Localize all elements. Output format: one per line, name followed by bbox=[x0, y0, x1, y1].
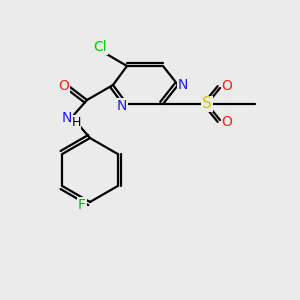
Text: O: O bbox=[222, 79, 232, 93]
Text: N: N bbox=[178, 78, 188, 92]
Text: H: H bbox=[71, 116, 81, 128]
Text: O: O bbox=[58, 79, 69, 93]
Text: F: F bbox=[78, 198, 86, 212]
Text: O: O bbox=[222, 115, 232, 129]
Text: N: N bbox=[117, 99, 127, 113]
Text: N: N bbox=[62, 111, 72, 125]
Text: S: S bbox=[202, 97, 212, 112]
Text: Cl: Cl bbox=[93, 40, 107, 54]
